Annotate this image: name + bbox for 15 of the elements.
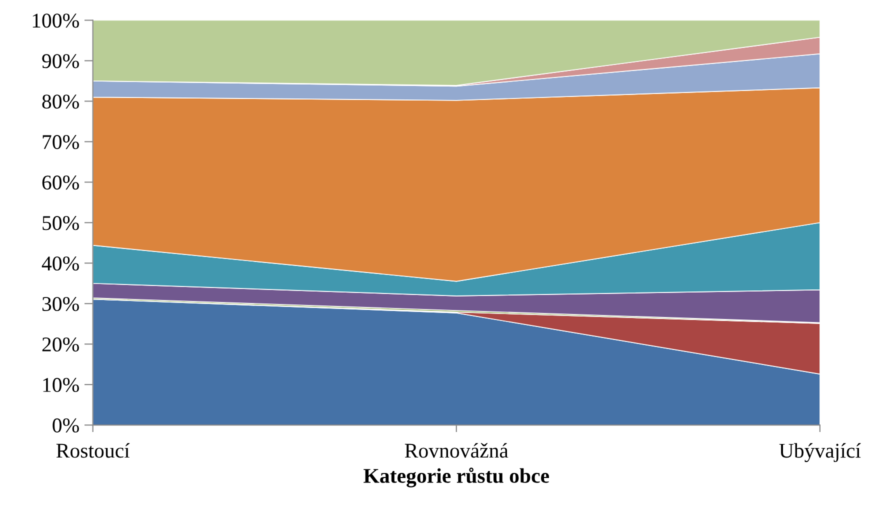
y-tick-label: 40% xyxy=(42,256,79,271)
y-tick-label: 0% xyxy=(52,418,79,433)
y-tick-label: 80% xyxy=(42,94,79,109)
y-tick-label: 50% xyxy=(42,216,79,230)
x-tick-label: Rostoucí xyxy=(56,443,130,458)
y-tick-label: 10% xyxy=(43,378,79,392)
y-tick-label: 90% xyxy=(42,54,79,68)
x-axis-title: Kategorie růstu obce xyxy=(364,468,550,488)
x-tick-label: Ubývající xyxy=(779,443,861,462)
y-tick-label: 20% xyxy=(42,337,79,352)
y-tick-label: 70% xyxy=(42,135,79,150)
y-tick-label: 60% xyxy=(42,176,79,190)
y-tick-label: 30% xyxy=(42,296,79,312)
x-tick-label: Rovnovážná xyxy=(404,443,508,458)
y-tick-label: 100% xyxy=(32,14,79,28)
